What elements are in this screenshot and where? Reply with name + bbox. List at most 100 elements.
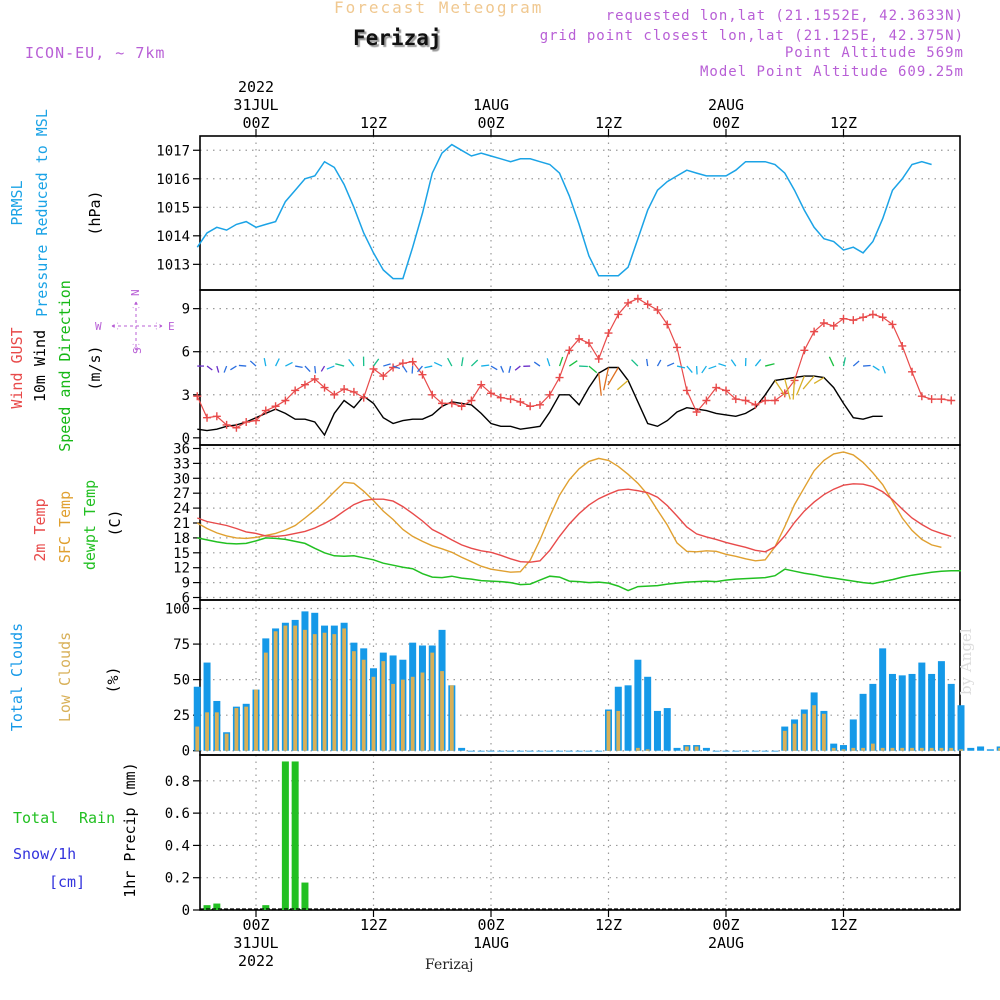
y-tick-label: 0	[182, 431, 190, 447]
time-label-bottom: 00Z	[712, 916, 739, 934]
gust-point	[457, 402, 466, 411]
low-cloud-bar	[616, 710, 621, 751]
total-cloud-bar	[663, 708, 671, 751]
y-tick-label: 3	[182, 388, 190, 404]
wind-direction-arrow	[274, 358, 280, 367]
precip-label: 1hr Precip (mm)	[121, 762, 139, 897]
wind-direction-arrow	[216, 365, 220, 373]
pressure-label-1: PRMSL	[8, 180, 26, 225]
rain-bar	[281, 761, 289, 910]
wind-direction-arrow	[802, 375, 815, 390]
y-tick-label: 6	[182, 345, 190, 361]
y-tick-label: 0.6	[165, 806, 190, 822]
gust-label: Wind GUST	[8, 327, 26, 408]
gust-point	[271, 402, 280, 411]
low-cloud-bar	[342, 628, 347, 751]
time-label-top: 12Z	[595, 114, 622, 132]
time-label-bottom: 12Z	[830, 916, 857, 934]
total-cloud-bar	[193, 686, 201, 751]
total-cloud-bar	[458, 747, 466, 751]
low-cloud-bar	[635, 747, 640, 751]
wind-direction-arrow	[447, 357, 453, 367]
total-cloud-bar	[751, 750, 759, 752]
low-cloud-bar	[959, 749, 963, 751]
gust-point	[868, 310, 877, 319]
total-cloud-bar	[565, 750, 573, 752]
gust-point	[369, 364, 378, 373]
pressure-line	[196, 143, 932, 280]
low-cloud-bar	[263, 652, 268, 751]
wind-direction-arrow	[588, 365, 598, 374]
low-cloud-bar	[939, 747, 944, 751]
gust-point	[643, 300, 652, 309]
time-label-top: 2AUG	[708, 96, 744, 114]
wind-direction-arrow	[708, 365, 717, 370]
wind-direction-arrow	[882, 365, 886, 374]
wind-direction-arrow	[314, 365, 317, 374]
wind-direction-arrow	[616, 379, 629, 391]
gust-point	[379, 372, 388, 381]
wind-direction-arrow	[372, 358, 380, 367]
legend-snow-unit: [cm]	[49, 873, 86, 891]
wind-direction-arrow	[348, 358, 355, 367]
y-tick-label: 30	[173, 471, 190, 487]
total-cloud-bar	[869, 683, 877, 751]
y-tick-label: 27	[173, 486, 190, 502]
wind-direction-arrow	[320, 365, 326, 372]
total-cloud-bar	[859, 693, 867, 751]
low-cloud-bar	[861, 747, 865, 751]
low-cloud-bar	[283, 625, 288, 751]
wind-direction-arrow	[433, 361, 443, 367]
low-cloud-bar	[782, 730, 787, 751]
gust-point	[418, 370, 427, 379]
model-label: ICON-EU, ~ 7km	[25, 44, 166, 62]
gust-point	[330, 390, 339, 399]
total-cloud-bar	[487, 750, 495, 752]
direction-label: Speed and Direction	[56, 280, 74, 452]
temp-unit: (C)	[106, 509, 124, 536]
total-cloud-bar	[840, 745, 847, 751]
wind-direction-arrow	[603, 367, 610, 391]
total-cloud-bar	[957, 705, 965, 751]
time-label-bottom: 00Z	[477, 916, 504, 934]
gust-point	[193, 392, 202, 401]
time-label-top: 00Z	[242, 114, 269, 132]
time-label-top: 00Z	[477, 114, 504, 132]
wind-direction-arrow	[558, 356, 564, 367]
low-cloud-bar	[900, 747, 905, 751]
low-cloud-bar	[880, 747, 885, 751]
gust-point	[908, 367, 917, 376]
wind-direction-arrow	[656, 359, 662, 367]
low-cloud-bar	[254, 689, 258, 751]
wind-direction-arrow	[533, 361, 541, 367]
gust-point	[575, 334, 584, 343]
low-cloud-bar	[214, 712, 219, 751]
wind-direction-arrow	[230, 365, 237, 371]
low-cloud-bar	[400, 679, 405, 751]
gust-point	[398, 359, 407, 368]
gust-point	[937, 395, 946, 404]
low-cloud-bar	[420, 672, 425, 751]
low-cloud-bar	[929, 747, 934, 751]
wind-direction-arrow	[828, 356, 835, 367]
y-tick-label: 75	[173, 637, 190, 653]
total-cloud-bar	[624, 685, 632, 751]
low-cloud-bar	[694, 746, 699, 751]
rain-bar	[203, 905, 211, 910]
gust-point	[340, 385, 349, 394]
total-cloud-bar	[918, 662, 926, 751]
gust-point	[927, 395, 936, 404]
point-altitude: Point Altitude 569m	[784, 45, 964, 61]
low-cloud-bar	[792, 723, 797, 751]
total-cloud-bar	[722, 750, 730, 752]
gust-point	[359, 393, 368, 402]
rain-bar	[262, 905, 270, 910]
rain-bar	[301, 882, 309, 910]
gust-point	[487, 389, 495, 398]
gust-point	[222, 420, 231, 429]
wind-direction-arrow	[402, 365, 408, 373]
time-label-bottom: 00Z	[242, 916, 269, 934]
y-tick-label: 1014	[156, 229, 190, 245]
y-tick-label: 18	[173, 531, 190, 547]
low-cloud-bar	[645, 749, 650, 751]
